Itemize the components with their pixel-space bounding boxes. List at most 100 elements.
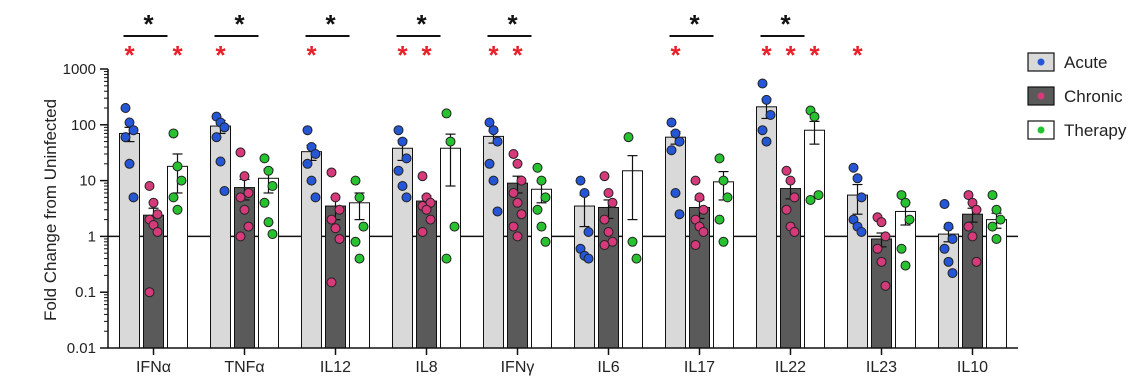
data-point-acute-3-5 [401, 192, 412, 203]
data-point-therapy-1-4 [263, 217, 274, 228]
data-point-chronic-2-6 [326, 277, 337, 288]
data-point-therapy-5-1 [627, 236, 638, 247]
data-point-therapy-1-3 [259, 197, 270, 208]
data-point-chronic-9-0 [963, 190, 974, 201]
data-point-therapy-9-0 [987, 190, 998, 201]
x-tick-label-5: IL6 [597, 359, 619, 376]
data-point-therapy-2-3 [350, 236, 361, 247]
data-point-acute-6-1 [670, 128, 681, 139]
significance-star-red-3-1: * [421, 40, 432, 70]
data-point-acute-1-2 [219, 122, 230, 133]
data-point-chronic-2-3 [326, 214, 337, 225]
data-point-acute-8-0 [848, 162, 859, 173]
data-point-therapy-8-2 [904, 214, 915, 225]
data-point-chronic-7-1 [785, 175, 796, 186]
data-point-therapy-0-3 [168, 192, 179, 203]
data-point-chronic-9-3 [963, 221, 974, 232]
data-point-acute-3-4 [397, 181, 408, 192]
data-point-acute-7-0 [757, 78, 768, 89]
data-point-chronic-7-5 [789, 226, 800, 237]
data-point-chronic-0-1 [148, 197, 159, 208]
data-point-chronic-6-0 [690, 175, 701, 186]
data-point-acute-9-4 [943, 256, 954, 267]
data-point-chronic-8-5 [880, 280, 891, 291]
data-point-therapy-2-4 [354, 253, 365, 264]
significance-star-red-2-0: * [306, 40, 317, 70]
data-point-chronic-4-4 [512, 197, 523, 208]
data-point-acute-9-3 [939, 243, 950, 254]
data-point-acute-2-2 [310, 148, 321, 159]
x-tick-label-6: IL17 [684, 359, 715, 376]
data-point-chronic-1-6 [235, 231, 246, 242]
data-point-chronic-2-2 [334, 204, 345, 215]
significance-star-black-6: * [689, 9, 700, 39]
data-point-acute-0-5 [128, 192, 139, 203]
data-point-chronic-0-6 [144, 287, 155, 298]
data-point-therapy-3-0 [441, 108, 452, 119]
data-point-acute-3-3 [393, 165, 404, 176]
x-tick-label-1: TNFα [224, 359, 264, 376]
data-point-chronic-7-3 [781, 204, 792, 215]
data-point-acute-7-3 [757, 125, 768, 136]
data-point-therapy-5-0 [623, 132, 634, 143]
bar-chronic-8 [871, 238, 892, 349]
significance-star-red-3-0: * [397, 40, 408, 70]
axes-layer: 0.01 0.1 1 10 100 1000 IFNα TNFα IL12 IL8 IFNγ IL6 I… [63, 61, 1018, 376]
significance-star-red-6-0: * [670, 40, 681, 70]
data-point-therapy-2-1 [354, 192, 365, 203]
data-point-acute-8-1 [852, 173, 863, 184]
legend-label-chronic: Chronic [1064, 87, 1123, 106]
data-point-acute-5-5 [583, 253, 594, 264]
legend-dot-chronic [1037, 92, 1045, 100]
significance-star-red-0-2: * [172, 40, 183, 70]
data-point-acute-0-1 [124, 117, 135, 128]
data-point-acute-6-3 [666, 145, 677, 156]
bar-therapy-6 [713, 181, 734, 349]
data-point-therapy-7-2 [813, 190, 824, 201]
data-point-chronic-5-1 [603, 187, 614, 198]
data-point-therapy-8-3 [896, 243, 907, 254]
data-point-chronic-1-2 [243, 187, 254, 198]
data-point-chronic-2-4 [330, 223, 341, 234]
error-bars-layer [124, 98, 1002, 248]
significance-star-black-1: * [234, 9, 245, 39]
data-point-acute-1-4 [215, 156, 226, 167]
data-point-acute-0-2 [128, 125, 139, 136]
data-point-acute-4-5 [492, 206, 503, 217]
bar-therapy-8 [895, 210, 916, 349]
data-point-therapy-6-0 [714, 153, 725, 164]
data-point-acute-0-3 [120, 132, 131, 143]
significance-star-black-7: * [780, 9, 791, 39]
bar-acute-4 [483, 135, 504, 349]
data-point-acute-0-0 [120, 103, 131, 114]
data-point-chronic-9-5 [971, 256, 982, 267]
data-point-acute-8-2 [856, 192, 867, 203]
data-point-acute-6-0 [666, 117, 677, 128]
data-point-chronic-4-0 [508, 148, 519, 159]
data-point-chronic-0-0 [144, 181, 155, 192]
data-point-acute-9-5 [947, 268, 958, 279]
data-point-therapy-6-4 [718, 236, 729, 247]
bar-acute-5 [574, 205, 595, 349]
data-point-acute-4-2 [492, 136, 503, 147]
data-point-acute-7-4 [761, 136, 772, 147]
data-point-therapy-9-1 [991, 204, 1002, 215]
data-point-therapy-2-2 [358, 221, 369, 232]
data-point-chronic-5-0 [599, 171, 610, 182]
data-point-therapy-1-5 [267, 229, 278, 240]
bar-acute-6 [665, 136, 686, 349]
data-point-acute-3-0 [393, 125, 404, 136]
data-point-therapy-4-4 [536, 221, 547, 232]
significance-star-black-4: * [507, 9, 518, 39]
data-point-therapy-1-1 [263, 165, 274, 176]
significance-star-red-8-0: * [852, 40, 863, 70]
data-point-chronic-0-2 [152, 209, 163, 220]
data-point-acute-6-4 [670, 187, 681, 198]
data-point-chronic-0-5 [152, 226, 163, 237]
bar-therapy-7 [804, 129, 825, 349]
significance-star-red-7-1: * [785, 40, 796, 70]
data-point-chronic-9-2 [971, 204, 982, 215]
y-tick-label-100: 100 [71, 117, 96, 134]
data-point-acute-4-1 [488, 125, 499, 136]
